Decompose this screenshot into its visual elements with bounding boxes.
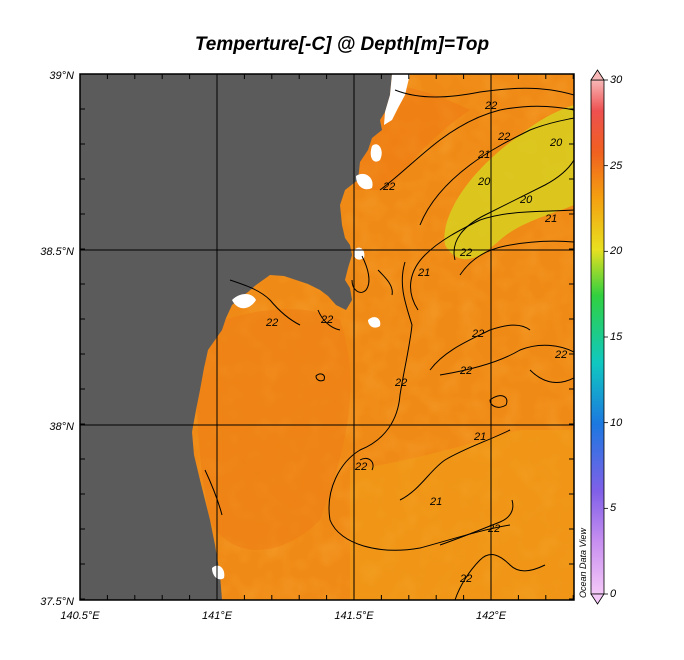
isotherm-line xyxy=(315,373,325,382)
coastal-gap xyxy=(370,144,382,162)
isotherm-label: 20 xyxy=(519,194,533,206)
isotherm-label: 22 xyxy=(487,523,500,535)
coastal-gap xyxy=(356,173,373,190)
isotherm-label: 22 xyxy=(354,461,367,473)
isotherm-label: 21 xyxy=(477,149,490,161)
isotherm-line xyxy=(453,159,574,261)
isotherm-label: 22 xyxy=(459,365,472,377)
colorbar-label: 0 xyxy=(610,588,617,600)
isotherm-line xyxy=(454,554,546,600)
cool-water-zone xyxy=(444,105,574,260)
isotherm-label: 22 xyxy=(471,328,484,340)
lat-label: 38.5°N xyxy=(40,246,74,258)
land-mass xyxy=(80,74,392,600)
frame-ticks xyxy=(79,73,574,600)
lat-label: 38°N xyxy=(49,421,74,433)
isotherm-line xyxy=(429,324,531,371)
isotherm-line xyxy=(229,279,301,326)
isotherm-line xyxy=(399,429,511,501)
isotherm-label: 21 xyxy=(544,213,557,225)
colorbar-label: 25 xyxy=(609,160,623,172)
lon-label: 141.5°E xyxy=(334,610,374,622)
isotherm-label: 20 xyxy=(549,137,563,149)
colorbar-label: 15 xyxy=(610,331,623,343)
colorbar-gradient xyxy=(590,79,605,595)
coastal-gap xyxy=(212,565,225,580)
isotherm-line xyxy=(394,87,574,98)
lat-label: 39°N xyxy=(49,70,74,82)
isotherm-label: 22 xyxy=(554,349,567,361)
coastal-gap xyxy=(232,294,256,309)
colorbar-label: 30 xyxy=(610,74,623,86)
coastal-gap xyxy=(353,247,365,260)
isotherm-line xyxy=(379,105,574,191)
map-title: Temperture[-C] @ Depth[m]=Top xyxy=(194,34,490,55)
odv-watermark: Ocean Data View xyxy=(578,528,588,598)
isotherm-line xyxy=(410,209,574,311)
isotherm-lines xyxy=(204,87,574,600)
isotherm-line xyxy=(459,240,574,276)
isotherm-line xyxy=(489,395,508,408)
isotherm-line xyxy=(377,269,393,296)
map-area: 22 22 21 20 20 21 20 22 21 22 22 22 22 2… xyxy=(80,74,574,600)
isotherm-line xyxy=(317,309,341,331)
colorbar-ticks xyxy=(604,79,608,595)
lon-label: 142°E xyxy=(476,610,507,622)
isotherm-label: 20 xyxy=(477,176,491,188)
isotherm-line xyxy=(439,344,574,376)
warm-water-zone xyxy=(197,309,351,550)
isotherm-line xyxy=(529,369,574,383)
colorbar-label: 10 xyxy=(610,417,623,429)
isotherm-line xyxy=(204,469,223,516)
lon-label: 140.5°E xyxy=(60,610,100,622)
isotherm-label: 21 xyxy=(473,431,486,443)
isotherm-label: 22 xyxy=(265,317,278,329)
colorbar-label: 20 xyxy=(609,245,623,257)
lat-label: 37.5°N xyxy=(40,596,74,608)
colorbar-top-arrow xyxy=(590,69,605,81)
isotherm-label: 22 xyxy=(459,573,472,585)
isotherm-label: 22 xyxy=(382,181,395,193)
mid-water-zone xyxy=(350,430,574,600)
isotherm-label: 21 xyxy=(417,267,430,279)
isotherm-label: 22 xyxy=(497,131,510,143)
coastal-gap xyxy=(384,74,410,125)
colorbar-label: 5 xyxy=(610,502,617,514)
graticule xyxy=(80,74,574,600)
isotherm-label: 21 xyxy=(429,496,442,508)
isotherm-line xyxy=(359,457,374,471)
colorbar: 30 25 20 15 10 5 0 xyxy=(590,69,623,605)
isotherm-line xyxy=(419,117,574,226)
isotherm-line xyxy=(439,499,514,546)
coastal-gap xyxy=(368,317,381,328)
isotherm-label: 22 xyxy=(394,377,407,389)
isotherm-label: 22 xyxy=(320,314,333,326)
isotherm-labels: 22 22 21 20 20 21 20 22 21 22 22 22 22 2… xyxy=(265,100,567,585)
isotherm-label: 22 xyxy=(459,247,472,259)
lon-label: 141°E xyxy=(202,610,233,622)
colorbar-bottom-arrow xyxy=(590,593,605,605)
